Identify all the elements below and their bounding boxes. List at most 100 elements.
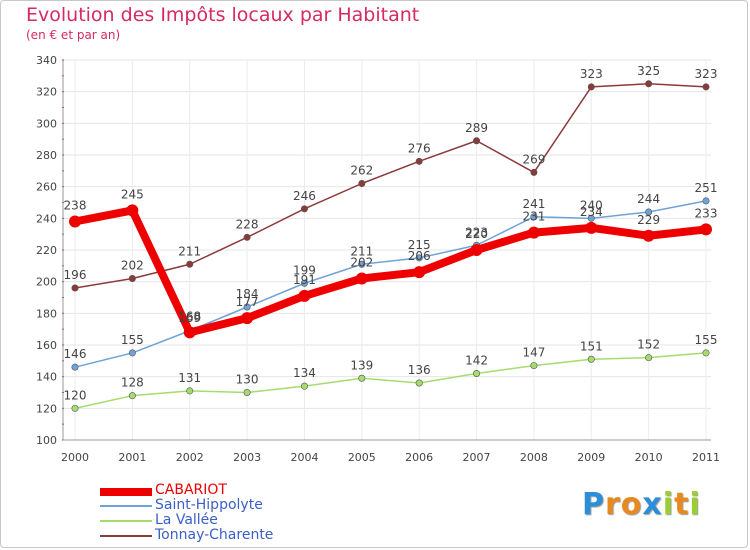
- logo-letter: i: [662, 487, 675, 522]
- data-point: [186, 387, 194, 395]
- series-line-tonnay-charente: [74, 83, 707, 289]
- data-label: 177: [236, 295, 259, 309]
- data-label: 241: [522, 197, 545, 211]
- data-label: 199: [293, 263, 316, 277]
- data-label: 262: [350, 164, 373, 178]
- data-point: [300, 205, 308, 213]
- data-label: 152: [637, 338, 660, 352]
- x-tick-label: 2006: [405, 451, 433, 464]
- x-tick-label: 2008: [520, 451, 548, 464]
- data-label: 155: [695, 333, 718, 347]
- legend-label-cabariot: CABARIOT: [155, 482, 227, 498]
- data-point: [527, 226, 540, 239]
- chart-subtitle: (en € et par an): [26, 28, 121, 42]
- data-label: 146: [64, 347, 87, 361]
- data-label: 147: [522, 346, 545, 360]
- x-tick-label: 2005: [348, 451, 376, 464]
- data-point: [241, 312, 254, 325]
- data-point: [702, 197, 710, 205]
- y-tick-label: 280: [36, 149, 57, 162]
- legend-swatch-cabariot: [100, 488, 152, 496]
- data-point: [243, 233, 251, 241]
- data-point: [587, 355, 595, 363]
- data-label: 269: [522, 152, 545, 166]
- logo-letter: i: [689, 487, 701, 522]
- data-label: 136: [408, 363, 431, 377]
- y-tick-label: 220: [36, 244, 57, 257]
- data-label: 142: [465, 354, 488, 368]
- data-label: 151: [580, 339, 603, 353]
- data-point: [298, 289, 311, 302]
- data-label: 215: [408, 238, 431, 252]
- data-label: 244: [637, 192, 660, 206]
- data-label: 240: [580, 198, 603, 212]
- data-point: [71, 284, 79, 292]
- data-label: 276: [408, 141, 431, 155]
- data-label: 234: [580, 205, 603, 219]
- y-tick-label: 240: [36, 212, 57, 225]
- data-point: [700, 223, 712, 236]
- data-point: [128, 274, 136, 282]
- x-tick-label: 2004: [290, 451, 318, 464]
- data-point: [300, 279, 308, 287]
- data-point: [71, 363, 79, 371]
- data-label: 238: [64, 199, 87, 213]
- data-label: 206: [408, 249, 431, 263]
- data-label: 168: [178, 309, 201, 323]
- data-label: 169: [178, 311, 201, 325]
- logo-letter: P: [582, 487, 605, 522]
- data-label: 325: [637, 64, 660, 78]
- data-point: [587, 83, 595, 91]
- x-tick-label: 2009: [577, 451, 605, 464]
- data-point: [642, 229, 655, 242]
- data-label: 139: [350, 358, 373, 372]
- proxiti-logo: Proxiti: [582, 487, 701, 522]
- data-label: 223: [465, 225, 488, 239]
- data-label: 289: [465, 121, 488, 135]
- data-label: 202: [121, 259, 144, 273]
- data-point: [126, 204, 139, 217]
- data-label: 245: [121, 187, 144, 201]
- data-point: [415, 379, 423, 387]
- data-point: [128, 349, 136, 357]
- data-label: 120: [64, 388, 87, 402]
- series-line-cabariot: [71, 206, 710, 337]
- data-point: [645, 354, 653, 362]
- data-label: 184: [236, 287, 259, 301]
- logo-letter: r: [605, 487, 621, 522]
- data-point: [702, 83, 710, 91]
- data-point: [71, 404, 79, 412]
- data-label: 229: [637, 213, 660, 227]
- legend-label-la-vallee: La Vallée: [155, 512, 218, 528]
- data-point: [358, 260, 366, 268]
- data-point: [243, 303, 251, 311]
- data-label: 246: [293, 189, 316, 203]
- data-label: 211: [178, 244, 201, 258]
- data-label: 134: [293, 366, 316, 380]
- data-label: 130: [236, 373, 259, 387]
- y-tick-label: 120: [36, 402, 57, 415]
- y-tick-label: 160: [36, 339, 57, 352]
- logo-letter: t: [674, 487, 690, 522]
- y-tick-label: 340: [36, 54, 57, 67]
- x-tick-label: 2011: [692, 451, 720, 464]
- data-point: [645, 80, 653, 88]
- data-point: [702, 349, 710, 357]
- y-tick-label: 300: [36, 117, 57, 130]
- data-label: 323: [580, 67, 603, 81]
- data-label: 131: [178, 371, 201, 385]
- data-label: 231: [522, 210, 545, 224]
- data-point: [470, 244, 483, 256]
- y-tick-label: 100: [36, 434, 57, 447]
- data-point: [530, 168, 538, 176]
- data-label: 191: [293, 273, 316, 287]
- x-tick-label: 2001: [118, 451, 146, 464]
- data-label: 196: [64, 268, 87, 282]
- y-tick-label: 200: [36, 276, 57, 289]
- data-label: 155: [121, 333, 144, 347]
- data-label: 211: [350, 244, 373, 258]
- data-label: 323: [695, 67, 718, 81]
- data-point: [473, 369, 481, 377]
